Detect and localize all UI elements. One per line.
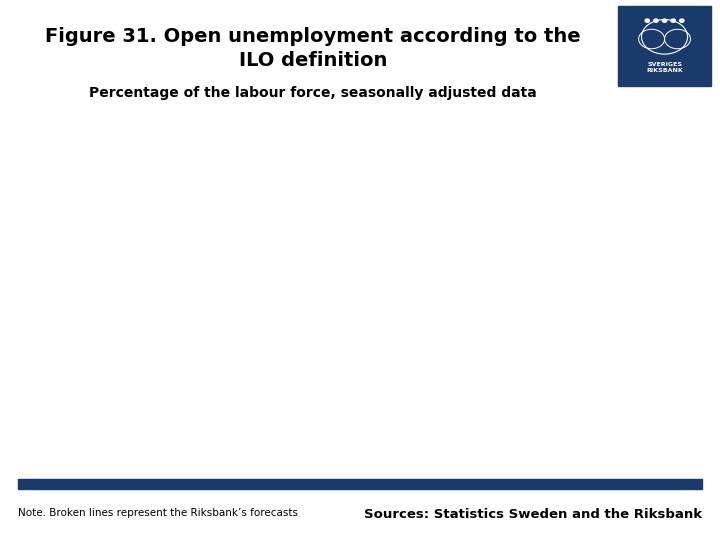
Text: Sources: Statistics Sweden and the Riksbank: Sources: Statistics Sweden and the Riksb… bbox=[364, 508, 702, 521]
Circle shape bbox=[662, 19, 667, 22]
Circle shape bbox=[645, 19, 649, 22]
Bar bbox=[618, 6, 711, 86]
Bar bbox=[18, 479, 702, 489]
Text: Note. Broken lines represent the Riksbank’s forecasts: Note. Broken lines represent the Riksban… bbox=[18, 508, 298, 518]
Circle shape bbox=[680, 19, 684, 22]
Circle shape bbox=[654, 19, 658, 22]
Circle shape bbox=[671, 19, 675, 22]
Text: SVERIGES
RIKSBANK: SVERIGES RIKSBANK bbox=[646, 62, 683, 73]
Text: Figure 31. Open unemployment according to the
ILO definition: Figure 31. Open unemployment according t… bbox=[45, 27, 581, 70]
Text: Percentage of the labour force, seasonally adjusted data: Percentage of the labour force, seasonal… bbox=[89, 86, 537, 100]
